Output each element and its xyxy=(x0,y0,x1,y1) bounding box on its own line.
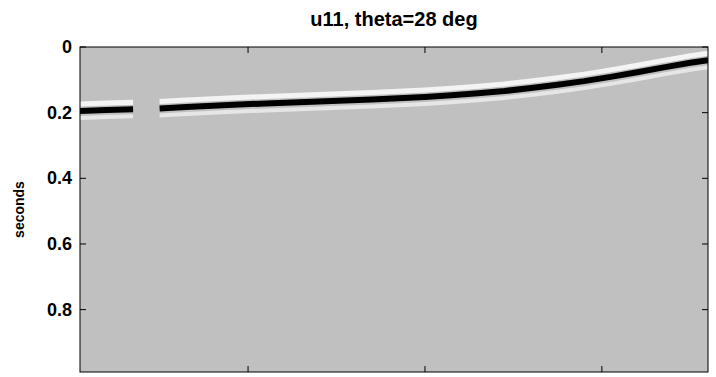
y-axis-title: seconds xyxy=(11,181,27,238)
y-tick xyxy=(80,243,86,244)
plot-frame xyxy=(80,47,708,372)
chart: 0 0.2 0.4 0.6 0.8 u11, theta=28 deg seconds xyxy=(0,0,716,377)
x-tick xyxy=(248,366,249,372)
y-tick-label: 0.4 xyxy=(47,168,72,188)
y-tick-label: 0.2 xyxy=(47,103,72,123)
event-line xyxy=(80,109,133,111)
y-tick-label: 0.8 xyxy=(47,300,72,320)
title: u11, theta=28 deg xyxy=(310,8,477,30)
y-tick xyxy=(702,47,708,48)
x-tick xyxy=(248,47,249,53)
event-lobe-upper xyxy=(80,102,133,104)
y-tick xyxy=(80,112,86,113)
y-tick xyxy=(702,243,708,244)
y-tick xyxy=(702,178,708,179)
x-tick xyxy=(424,366,425,372)
plot-marks xyxy=(80,53,708,118)
y-tick-label: 0 xyxy=(62,37,72,57)
event-line xyxy=(160,60,708,108)
event-lobe-lower xyxy=(80,116,133,118)
y-tick xyxy=(80,47,86,48)
y-tick xyxy=(702,112,708,113)
x-tick xyxy=(601,366,602,372)
x-tick xyxy=(601,47,602,53)
y-tick-label: 0.6 xyxy=(47,234,72,254)
x-tick xyxy=(424,47,425,53)
y-tick xyxy=(702,309,708,310)
plot-background xyxy=(80,47,708,372)
y-tick xyxy=(80,309,86,310)
y-tick xyxy=(80,178,86,179)
